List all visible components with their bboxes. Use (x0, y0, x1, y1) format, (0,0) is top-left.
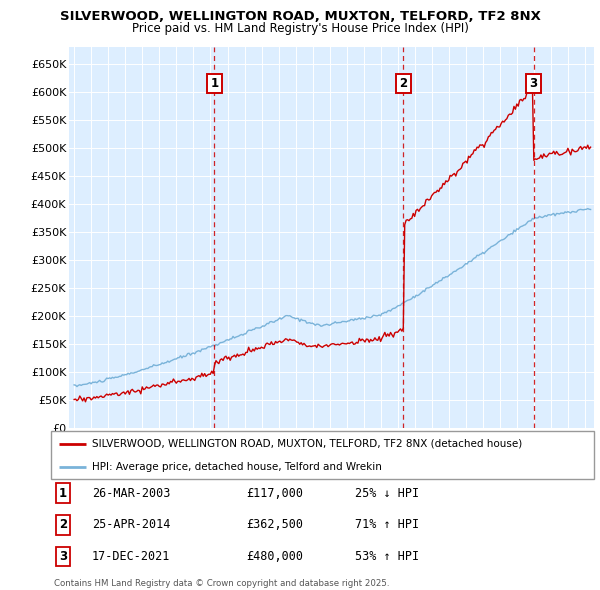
Text: 3: 3 (59, 550, 67, 563)
Text: Price paid vs. HM Land Registry's House Price Index (HPI): Price paid vs. HM Land Registry's House … (131, 22, 469, 35)
Text: £362,500: £362,500 (247, 519, 304, 532)
FancyBboxPatch shape (51, 431, 594, 479)
Text: £480,000: £480,000 (247, 550, 304, 563)
Text: 2: 2 (59, 519, 67, 532)
Text: SILVERWOOD, WELLINGTON ROAD, MUXTON, TELFORD, TF2 8NX (detached house): SILVERWOOD, WELLINGTON ROAD, MUXTON, TEL… (92, 439, 522, 449)
Text: £117,000: £117,000 (247, 487, 304, 500)
Text: 1: 1 (211, 77, 218, 90)
Text: 25-APR-2014: 25-APR-2014 (92, 519, 170, 532)
Text: SILVERWOOD, WELLINGTON ROAD, MUXTON, TELFORD, TF2 8NX: SILVERWOOD, WELLINGTON ROAD, MUXTON, TEL… (59, 10, 541, 23)
Text: 25% ↓ HPI: 25% ↓ HPI (355, 487, 419, 500)
Text: 71% ↑ HPI: 71% ↑ HPI (355, 519, 419, 532)
Text: 1: 1 (59, 487, 67, 500)
Text: 2: 2 (400, 77, 407, 90)
Text: 17-DEC-2021: 17-DEC-2021 (92, 550, 170, 563)
Text: 3: 3 (530, 77, 538, 90)
Text: Contains HM Land Registry data © Crown copyright and database right 2025.
This d: Contains HM Land Registry data © Crown c… (54, 579, 389, 590)
Text: 26-MAR-2003: 26-MAR-2003 (92, 487, 170, 500)
Text: 53% ↑ HPI: 53% ↑ HPI (355, 550, 419, 563)
Text: HPI: Average price, detached house, Telford and Wrekin: HPI: Average price, detached house, Telf… (92, 462, 382, 472)
